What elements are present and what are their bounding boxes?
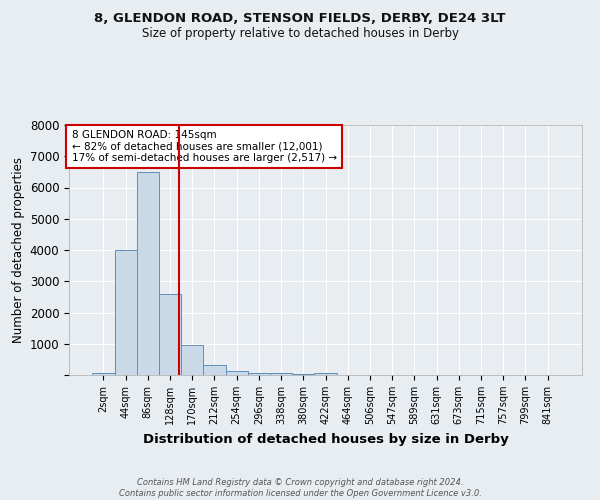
Text: Size of property relative to detached houses in Derby: Size of property relative to detached ho… — [142, 28, 458, 40]
Bar — [314, 374, 337, 375]
Text: 8, GLENDON ROAD, STENSON FIELDS, DERBY, DE24 3LT: 8, GLENDON ROAD, STENSON FIELDS, DERBY, … — [94, 12, 506, 26]
Bar — [181, 346, 203, 375]
Bar — [115, 250, 137, 375]
Bar — [159, 294, 181, 375]
Bar — [92, 374, 115, 375]
Bar — [203, 366, 226, 375]
Bar — [292, 374, 314, 375]
Text: 8 GLENDON ROAD: 145sqm
← 82% of detached houses are smaller (12,001)
17% of semi: 8 GLENDON ROAD: 145sqm ← 82% of detached… — [71, 130, 337, 163]
Text: Contains HM Land Registry data © Crown copyright and database right 2024.
Contai: Contains HM Land Registry data © Crown c… — [119, 478, 481, 498]
Bar — [248, 372, 270, 375]
Y-axis label: Number of detached properties: Number of detached properties — [13, 157, 25, 343]
Bar — [137, 172, 159, 375]
Bar — [270, 373, 292, 375]
X-axis label: Distribution of detached houses by size in Derby: Distribution of detached houses by size … — [143, 432, 508, 446]
Bar — [226, 371, 248, 375]
